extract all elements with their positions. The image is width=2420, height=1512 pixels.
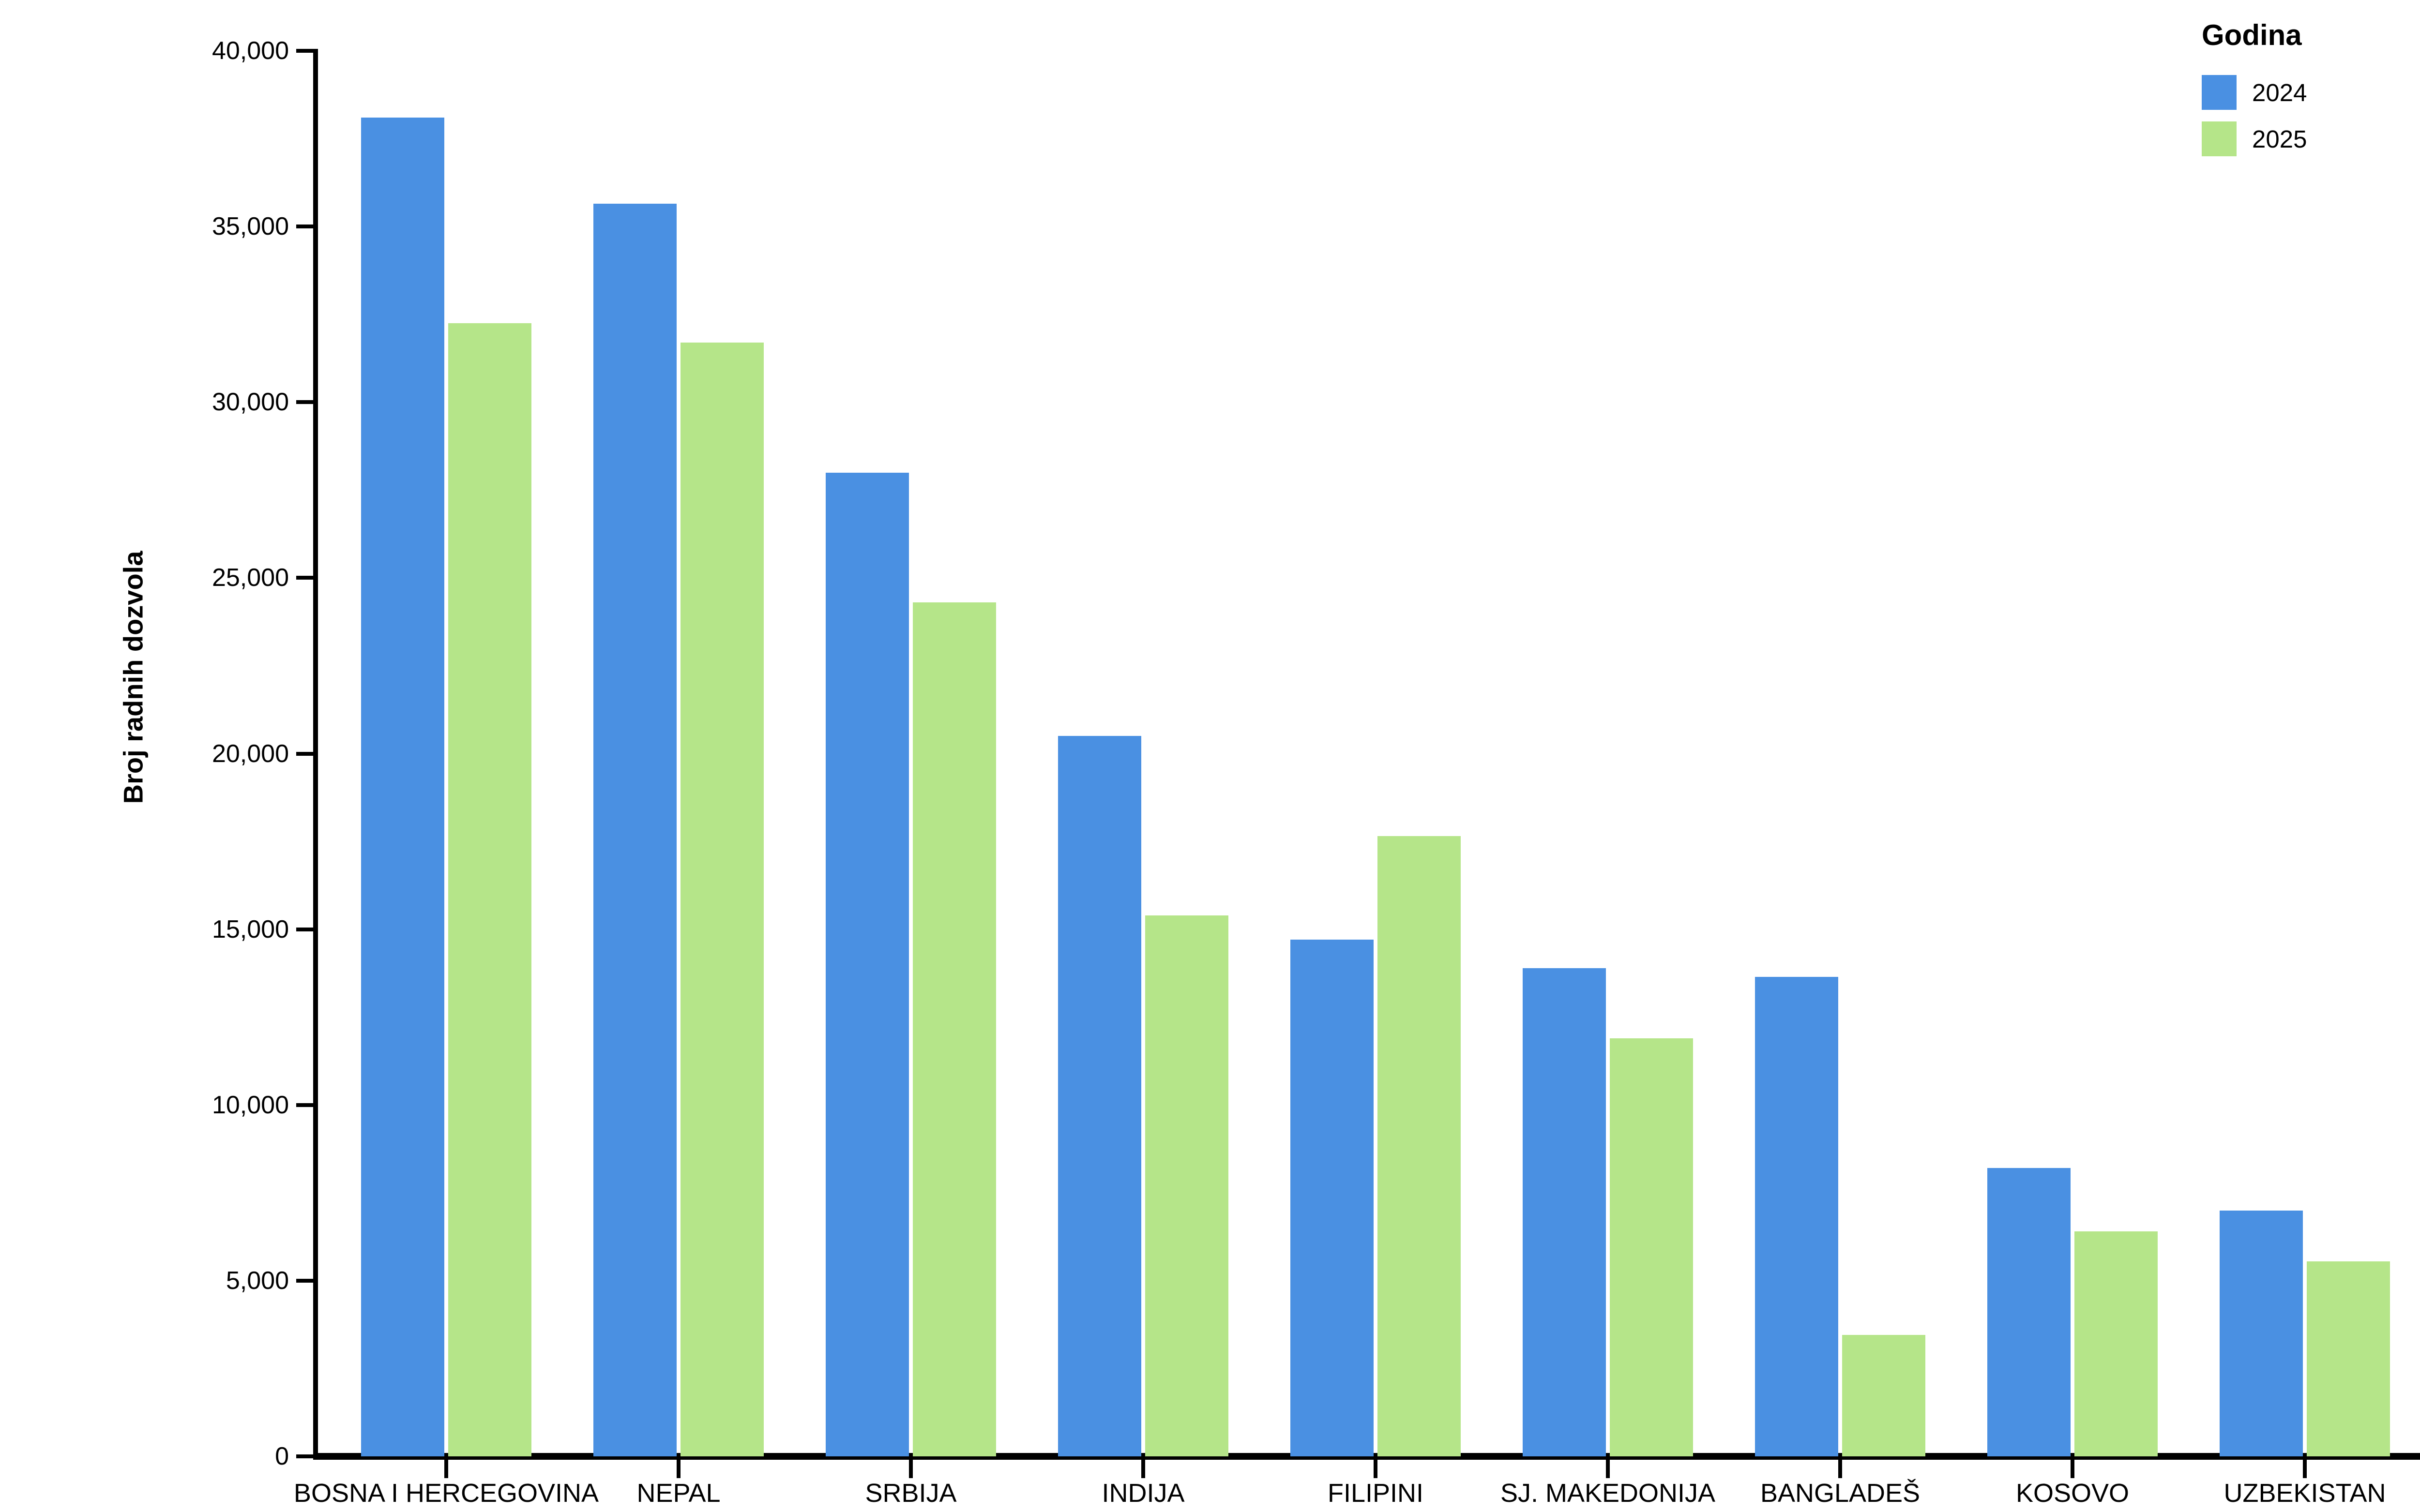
bar-uzbekistan-2024 [2220, 1211, 2303, 1456]
x-axis-label-uzbekistan: UZBEKISTAN [2223, 1479, 2386, 1508]
bar-filipini-2024 [1290, 940, 1374, 1456]
x-tick-banglade [1838, 1456, 1842, 1478]
bar-sj-makedonija-2025 [1610, 1038, 1693, 1456]
x-tick-uzbekistan [2303, 1456, 2307, 1478]
x-tick-kosovo [2071, 1456, 2074, 1478]
legend-title: Godina [2202, 19, 2302, 51]
y-tick-label-5-000: 5,000 [226, 1266, 289, 1295]
y-tick-label-25-000: 25,000 [212, 564, 289, 592]
bar-banglade-2025 [1842, 1335, 1925, 1456]
x-axis-label-banglade: BANGLADEŠ [1760, 1479, 1921, 1508]
legend-label-2024: 2024 [2252, 78, 2307, 106]
x-axis-label-srbija: SRBIJA [865, 1479, 957, 1508]
y-tick-15-000 [296, 927, 318, 931]
bar-indija-2025 [1145, 915, 1228, 1456]
bar-filipini-2025 [1377, 836, 1461, 1456]
plot-area: 40,000 35,000 30,000 25,000 20,000 15,000 10,0… [212, 37, 2420, 1508]
y-tick-label-35-000: 35,000 [212, 212, 289, 241]
bar-kosovo-2025 [2074, 1231, 2158, 1456]
x-axis-label-sj-makedonija: SJ. MAKEDONIJA [1500, 1479, 1716, 1508]
y-tick-label-30-000: 30,000 [212, 388, 289, 417]
y-tick-20-000 [296, 751, 318, 756]
bar-uzbekistan-2025 [2307, 1261, 2390, 1456]
y-tick-label-0: 0 [275, 1442, 289, 1470]
legend: Godina 2024 2025 [2202, 18, 2307, 168]
x-axis-label-nepal: NEPAL [636, 1479, 721, 1508]
y-tick-label-20-000: 20,000 [212, 739, 289, 768]
x-tick-srbija [909, 1456, 913, 1478]
bar-banglade-2024 [1755, 977, 1838, 1456]
y-tick-label-10-000: 10,000 [212, 1091, 289, 1119]
y-tick-25-000 [296, 576, 318, 580]
y-tick-label-15-000: 15,000 [212, 915, 289, 943]
x-axis-label-kosovo: KOSOVO [2015, 1479, 2130, 1508]
bar-sj-makedonija-2024 [1523, 968, 1606, 1456]
legend-label-2025: 2025 [2252, 125, 2307, 153]
legend-item-2025: 2025 [2202, 121, 2307, 156]
legend-item-2024: 2024 [2202, 75, 2307, 110]
bar-indija-2024 [1058, 736, 1141, 1456]
y-tick-10-000 [296, 1103, 318, 1107]
x-tick-filipini [1374, 1456, 1377, 1478]
bar-nepal-2025 [681, 343, 764, 1456]
x-axis-label-indija: INDIJA [1102, 1479, 1185, 1508]
bar-kosovo-2024 [1987, 1168, 2071, 1456]
bar-srbija-2025 [913, 602, 996, 1456]
x-axis-label-filipini: FILIPINI [1327, 1479, 1424, 1508]
y-tick-35-000 [296, 225, 318, 229]
bar-srbija-2024 [826, 473, 909, 1456]
legend-swatch-2024 [2202, 75, 2237, 110]
y-tick-label-40-000: 40,000 [212, 37, 289, 65]
y-tick-5-000 [296, 1278, 318, 1283]
x-tick-bosna-i-hercegovina [444, 1456, 448, 1478]
y-tick-30-000 [296, 400, 318, 404]
bar-bosna-i-hercegovina-2025 [448, 323, 531, 1456]
bar-nepal-2024 [593, 204, 677, 1456]
y-tick-40-000 [296, 49, 318, 53]
y-tick-0 [296, 1454, 318, 1458]
bar-bosna-i-hercegovina-2024 [361, 118, 444, 1456]
x-tick-indija [1141, 1456, 1145, 1478]
x-tick-sj-makedonija [1606, 1456, 1610, 1478]
x-tick-nepal [677, 1456, 681, 1478]
legend-swatch-2025 [2202, 121, 2237, 156]
x-axis-label-bosna-i-hercegovina: BOSNA I HERCEGOVINA [293, 1479, 599, 1508]
